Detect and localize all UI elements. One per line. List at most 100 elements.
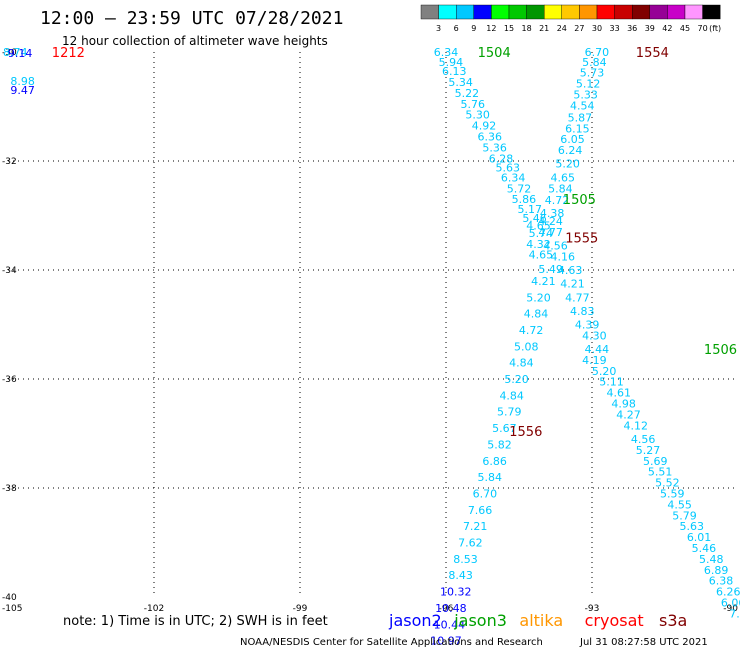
scale-label: 18 xyxy=(522,24,532,33)
generation-timestamp: Jul 31 08:27:58 UTC 2021 xyxy=(579,637,708,648)
swh-value: 7.21 xyxy=(463,520,488,533)
swh-value: 5.46 xyxy=(522,212,547,225)
map-title: 12:00 — 23:59 UTC 07/28/2021 xyxy=(40,8,343,29)
swh-value: 5.51 xyxy=(648,466,673,479)
swh-value: 5.20 xyxy=(504,373,529,386)
swh-value: 6.70 xyxy=(585,46,610,59)
swh-value: 9.14 xyxy=(8,47,33,60)
scale-swatch xyxy=(544,4,563,20)
swh-value: 4.61 xyxy=(607,387,632,400)
swh-value: 4.72 xyxy=(519,324,544,337)
swh-value: 5.72 xyxy=(507,182,532,195)
scale-swatch xyxy=(614,4,633,20)
swh-value: 5.12 xyxy=(576,78,601,91)
swh-value: 5.52 xyxy=(655,477,680,490)
scale-label: 15 xyxy=(504,24,514,33)
swh-value: 5.76 xyxy=(461,98,486,111)
swh-value: 5.84 xyxy=(548,182,573,195)
swh-value: 5.17 xyxy=(517,203,542,216)
swh-value: 5.67 xyxy=(492,422,517,435)
scale-swatch xyxy=(561,4,580,20)
swh-value: 5.46 xyxy=(692,542,717,555)
pass-number-label: 1556 xyxy=(509,425,542,440)
map-subtitle: 12 hour collection of altimeter wave hei… xyxy=(62,34,328,48)
swh-value: 5.84 xyxy=(478,471,503,484)
swh-value: 5.94 xyxy=(439,56,464,69)
swh-value: 4.21 xyxy=(560,278,585,291)
swh-value: 8.43 xyxy=(448,569,473,582)
scale-swatch xyxy=(420,4,439,20)
swh-value: 7.0 xyxy=(729,607,740,620)
units-note: note: 1) Time is in UTC; 2) SWH is in fe… xyxy=(63,614,328,629)
swh-value: 5.63 xyxy=(496,162,521,175)
swh-value: 5.79 xyxy=(497,406,522,419)
swh-value: 4.84 xyxy=(499,389,524,402)
pass-number-label: 1212 xyxy=(52,46,85,61)
lat-tick-label: -40 xyxy=(2,593,17,603)
swh-value: 5.27 xyxy=(636,444,661,457)
swh-value: 5.22 xyxy=(455,87,480,100)
swh-value: 6.13 xyxy=(442,65,467,78)
scale-swatch xyxy=(702,4,721,20)
pass-number-label: 1504 xyxy=(478,46,511,61)
swh-value: 6.86 xyxy=(482,455,507,468)
lon-tick-label: -90 xyxy=(723,604,738,614)
swh-value: 4.27 xyxy=(616,408,641,421)
swh-value: 5.69 xyxy=(643,455,668,468)
swh-value: 5.20 xyxy=(592,365,617,378)
swh-value: 4.65 xyxy=(551,171,576,184)
swh-value: 10.44 xyxy=(434,618,466,631)
swh-value: 6.70 xyxy=(473,487,498,500)
swh-value: 4.65 xyxy=(529,249,554,262)
swh-value: 5.87 xyxy=(568,111,593,124)
swh-value: 6.15 xyxy=(565,122,590,135)
scale-swatch xyxy=(684,4,703,20)
satellite-name: s3a xyxy=(659,611,687,630)
swh-value: 4.54 xyxy=(570,99,595,112)
satellite-name: jason2 xyxy=(388,611,442,630)
swh-value: 5.48 xyxy=(699,553,724,566)
swh-value: 5.08 xyxy=(514,340,539,353)
scale-label: 45 xyxy=(680,24,690,33)
swh-value: 6.36 xyxy=(478,130,503,143)
swh-value: 5.84 xyxy=(582,56,607,69)
swh-value: 5.73 xyxy=(580,67,605,80)
swh-value: 5.79 xyxy=(672,509,697,522)
lon-tick-label: -96 xyxy=(439,604,454,614)
swh-value: 9.47 xyxy=(10,84,35,97)
swh-value: 8.74 xyxy=(3,46,28,59)
scale-swatch xyxy=(649,4,668,20)
scale-label: 6 xyxy=(454,24,459,33)
swh-value: 5.20 xyxy=(555,158,580,171)
color-scale-legend: 3 6 9 12 15 18 21 24 27 30 33 36 39 42 45 70 (ft) xyxy=(420,4,721,33)
swh-value: 5.59 xyxy=(660,487,685,500)
swh-value: 6.01 xyxy=(687,531,712,544)
swh-value: 5.20 xyxy=(526,291,551,304)
scale-swatch xyxy=(438,4,457,20)
swh-value: 5.11 xyxy=(599,376,624,389)
satellite-name: altika xyxy=(519,611,563,630)
swh-value: 4.24 xyxy=(538,215,563,228)
swh-value: 10.97 xyxy=(430,635,462,648)
lon-tick-label: -99 xyxy=(293,604,308,614)
scale-label: 33 xyxy=(610,24,620,33)
pass-number-label: 1506 xyxy=(704,343,737,358)
swh-value: 4.77 xyxy=(538,226,563,239)
lon-tick-label: -93 xyxy=(585,604,600,614)
swh-value: 5.49 xyxy=(538,263,563,276)
swh-value: 6.05 xyxy=(560,133,585,146)
lat-tick-label: -34 xyxy=(2,266,17,276)
swh-value: 5.33 xyxy=(573,89,598,102)
swh-value: 4.21 xyxy=(531,275,556,288)
swh-value: 6.24 xyxy=(558,144,583,157)
scale-swatch xyxy=(456,4,475,20)
swh-value: 7.62 xyxy=(458,537,483,550)
swh-value: 10.48 xyxy=(435,602,467,615)
swh-value: 4.30 xyxy=(582,329,607,342)
scale-label: 24 xyxy=(557,24,567,33)
swh-value: 4.16 xyxy=(551,250,576,263)
scale-swatch xyxy=(579,4,598,20)
credit-line: NOAA/NESDIS Center for Satellite Applica… xyxy=(240,637,543,648)
swh-value: 6.28 xyxy=(489,152,514,165)
scale-label: 36 xyxy=(627,24,637,33)
